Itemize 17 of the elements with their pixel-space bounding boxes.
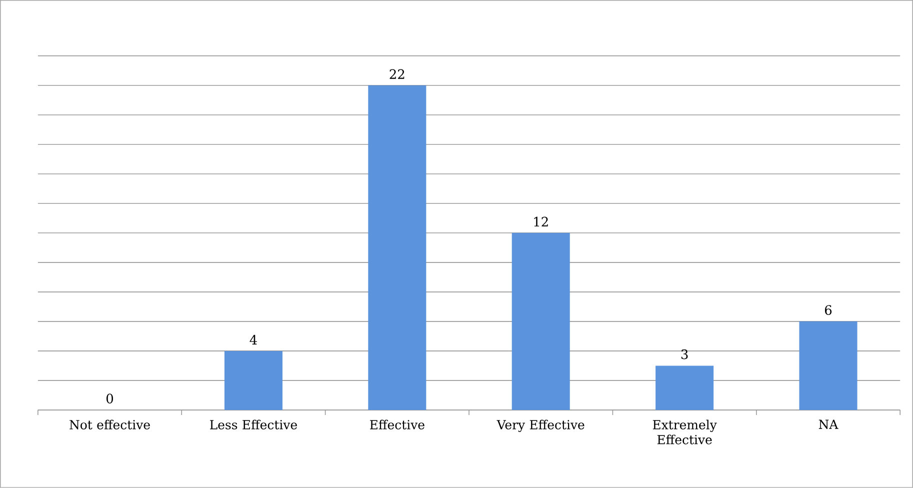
bar — [224, 351, 282, 410]
x-tick-label: Extremely Effective — [652, 420, 717, 444]
data-label: 22 — [390, 69, 404, 79]
x-tick-label: Not effective — [70, 420, 150, 430]
data-label: 4 — [250, 334, 257, 344]
data-label: 6 — [824, 305, 832, 315]
bar — [368, 85, 426, 410]
data-label: 3 — [681, 349, 688, 360]
x-tick-label: NA — [818, 420, 838, 430]
x-tick-label: Less Effective — [210, 420, 297, 430]
x-tick-label: Effective — [370, 420, 424, 430]
data-label: 12 — [534, 216, 548, 226]
bar — [656, 366, 714, 410]
x-tick-label: Very Effective — [496, 420, 584, 432]
bar — [799, 321, 858, 410]
bar — [512, 232, 570, 410]
data-label: 0 — [106, 394, 114, 404]
